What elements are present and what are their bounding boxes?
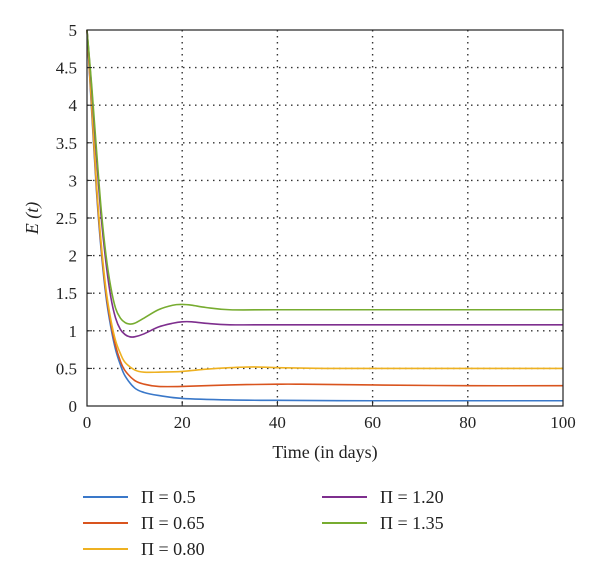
legend-label: Π = 0.80 [141, 539, 205, 559]
series-line-5 [86, 29, 563, 325]
legend-label: Π = 1.20 [380, 487, 444, 507]
y-tick-label: 4.5 [56, 59, 77, 78]
y-tick-label: 1 [69, 322, 78, 341]
legend-item: Π = 1.35 [322, 513, 444, 533]
legend-item: Π = 0.65 [83, 513, 205, 533]
x-tick-label: 80 [459, 413, 476, 432]
y-tick-label: 3 [69, 171, 78, 190]
y-tick-label: 1.5 [56, 284, 77, 303]
x-tick-label: 20 [174, 413, 191, 432]
series-line-4 [86, 29, 563, 338]
y-tick-label: 2 [69, 247, 78, 266]
series-lines [86, 29, 564, 402]
y-tick-label: 5 [69, 21, 78, 40]
y-tick-label: 4 [69, 96, 78, 115]
series-line-3 [86, 29, 563, 374]
legend: Π = 0.5 Π = 0.65 Π = 0.80 Π = 1.20 Π = 1.35 [83, 487, 444, 559]
series-line-1 [86, 29, 563, 402]
legend-label: Π = 1.35 [380, 513, 444, 533]
legend-item: Π = 1.20 [322, 487, 444, 507]
y-axis: 0 0.5 1 1.5 2 2.5 3 3.5 4 4.5 5 [56, 21, 92, 416]
legend-item: Π = 0.5 [83, 487, 196, 507]
grid [87, 30, 563, 406]
y-tick-label: 0 [69, 397, 78, 416]
legend-label: Π = 0.65 [141, 513, 205, 533]
y-axis-label: E (t) [22, 202, 43, 235]
x-axis: 0 20 40 60 80 100 [83, 401, 576, 432]
x-tick-label: 60 [364, 413, 381, 432]
x-tick-label: 0 [83, 413, 92, 432]
x-tick-label: 40 [269, 413, 286, 432]
y-tick-label: 0.5 [56, 359, 77, 378]
x-tick-label: 100 [550, 413, 576, 432]
series-line-2 [86, 29, 564, 388]
legend-item: Π = 0.80 [83, 539, 205, 559]
legend-label: Π = 0.5 [141, 487, 196, 507]
y-tick-label: 2.5 [56, 209, 77, 228]
plot-frame [86, 29, 564, 407]
x-axis-label: Time (in days) [272, 442, 377, 463]
y-tick-label: 3.5 [56, 134, 77, 153]
